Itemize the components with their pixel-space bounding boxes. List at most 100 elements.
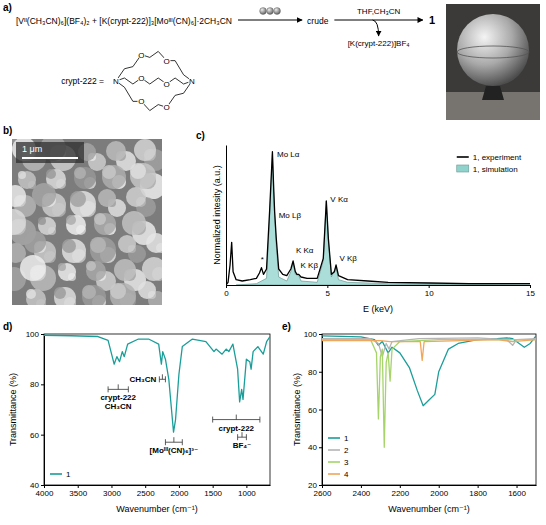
photo-background <box>446 4 540 120</box>
tick-label: 80 <box>30 380 39 389</box>
tick-label: 40 <box>30 481 39 490</box>
sem-grain <box>110 283 136 305</box>
crypt-label: crypt-222 = <box>61 76 104 86</box>
legend-item: 1 <box>50 470 71 479</box>
sem-grain <box>146 233 162 253</box>
bond-chain <box>116 78 192 84</box>
tick-mark <box>111 485 112 488</box>
sem-grain <box>62 239 86 263</box>
atom-label: N <box>189 77 195 86</box>
annotation-label: [Moᴵᴵᴵ(CN)₆]³⁻ <box>150 446 199 455</box>
sem-grain <box>138 281 156 299</box>
conditions: THF,CH₃CN <box>357 7 400 16</box>
tick-mark <box>246 485 247 488</box>
legend: 1 <box>50 470 71 479</box>
tick-mark <box>530 285 531 288</box>
tick-label: 5 <box>326 289 331 298</box>
tick: 60 <box>308 406 322 415</box>
annotations: crypt-222CH₃CNCH₃CN[Moᴵᴵᴵ(CN)₆]³⁻crypt-2… <box>100 374 259 455</box>
tick-label: 1800 <box>469 489 487 498</box>
tick-label: 3500 <box>69 489 87 498</box>
legend: 1, experiment1, simulation <box>457 153 522 174</box>
scale-bar-label: 1 μm <box>22 144 42 154</box>
legend-item: 4 <box>328 470 349 479</box>
y-axis-title: Transmittance (%) <box>8 373 18 446</box>
peak-label: V Kβ <box>339 254 357 263</box>
line-series <box>44 335 270 432</box>
tick-label: 2500 <box>137 489 155 498</box>
x-axis: 260024002200200018001600 <box>314 485 537 498</box>
tick-label: 60 <box>30 431 39 440</box>
peak-label: Mo Lα <box>277 150 300 159</box>
sem-grain <box>94 213 116 235</box>
tick-label: 20 <box>308 481 317 490</box>
tick-label: 10 <box>425 289 434 298</box>
line-series <box>322 336 536 406</box>
panel-label: d) <box>3 321 12 332</box>
line-series <box>226 152 530 285</box>
annotations: *Mo LαMo LβK KαK KβV KαV Kβ <box>261 150 358 270</box>
sem-grain <box>54 287 66 299</box>
atom-label: O <box>138 51 144 60</box>
tick: 1800 <box>469 485 487 498</box>
x-axis: 4000350030002500200015001000 <box>36 485 271 498</box>
sem-grain <box>66 215 76 225</box>
sem-grain <box>18 171 36 189</box>
sem-grain <box>12 185 26 207</box>
sem-image <box>12 139 162 305</box>
y-axis-line <box>44 335 45 486</box>
atom-label: N <box>113 77 119 86</box>
figure-svg: a)[Vᴵᴵ(CH₃CN)₆](BF₄)₂ + [K(crypt-222)]₃[… <box>0 0 546 525</box>
y-axis-title: Transmittance (%) <box>292 373 302 446</box>
atom-label: O <box>164 57 170 66</box>
atom-label: O <box>164 103 170 112</box>
panel-label: e) <box>282 321 291 332</box>
sem-grain <box>20 255 46 281</box>
tick: 5 <box>326 285 331 298</box>
sem-grain <box>38 217 56 235</box>
sem-grain <box>86 261 106 281</box>
sem-grain <box>58 263 76 281</box>
annotation-bracket <box>238 432 247 440</box>
sem-grain <box>26 289 46 305</box>
tick: 0 <box>224 285 229 298</box>
annotation-label: crypt-222 <box>100 393 136 402</box>
panel-label: b) <box>3 125 12 136</box>
plot-area <box>226 152 530 285</box>
tick-mark <box>439 485 440 488</box>
sem-grain <box>32 183 56 207</box>
bond-chain <box>116 51 192 81</box>
tick: 100 <box>304 330 322 339</box>
tick: 40 <box>308 443 322 452</box>
chart-panel: c)051015E (keV)Normalized intesity (a.u.… <box>196 130 535 314</box>
legend-label: 4 <box>344 470 349 479</box>
sem-background <box>12 139 162 305</box>
legend-item: 1 <box>328 434 349 443</box>
legend-label: 1 <box>66 470 71 479</box>
tick: 20 <box>308 481 322 490</box>
peak-label: K Kα <box>296 246 314 255</box>
peak-label: V Kα <box>330 195 348 204</box>
bond-chain <box>116 81 192 111</box>
legend-item: 3 <box>328 458 349 467</box>
sem-grain <box>62 239 76 253</box>
chart-panel: d)4000350030002500200015001000406080100W… <box>3 321 271 514</box>
tick-mark <box>41 485 44 486</box>
sem-grain <box>70 191 96 217</box>
sem-grain <box>130 163 146 179</box>
tick-label: 100 <box>304 330 318 339</box>
panel-label: a) <box>3 2 12 13</box>
tick-label: 3000 <box>103 489 121 498</box>
legend-swatch <box>328 473 340 475</box>
legend-item: 1, simulation <box>457 165 518 174</box>
tick-mark <box>478 485 479 488</box>
sem-grain <box>58 263 66 271</box>
scale-bar <box>22 157 78 159</box>
tick: 1600 <box>508 485 526 498</box>
sem-grain <box>126 187 146 207</box>
tick: 40 <box>30 481 44 490</box>
reaction-arrow <box>238 20 302 21</box>
annotation-label: BF₄⁻ <box>233 441 252 450</box>
sem-grain <box>24 231 46 253</box>
tick-label: 2200 <box>391 489 409 498</box>
